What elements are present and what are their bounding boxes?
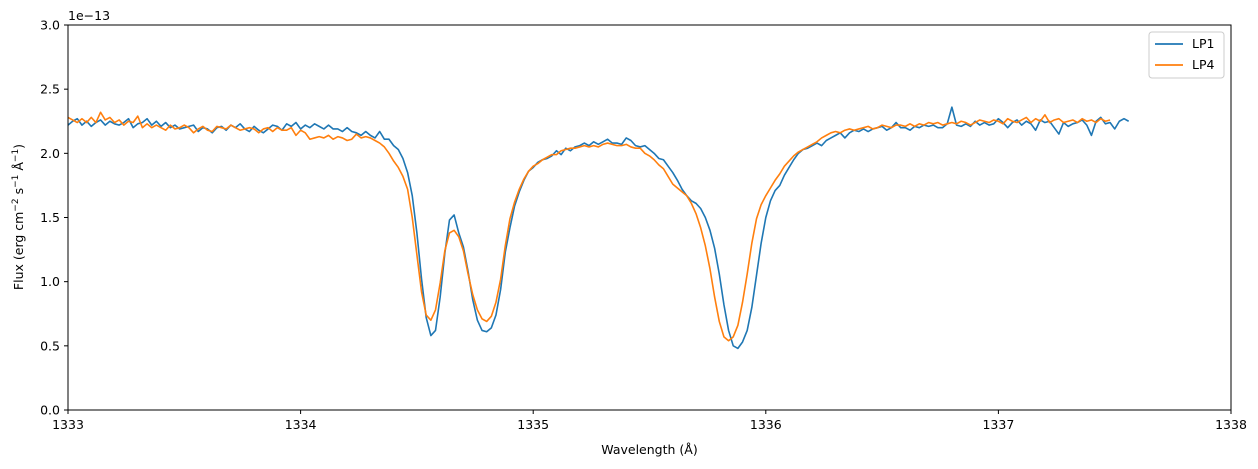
x-axis-label: Wavelength (Å) (601, 442, 697, 457)
y-tick-label: 0.0 (40, 403, 60, 418)
y-tick-label: 0.5 (40, 338, 60, 353)
series-layer (67, 106, 1130, 350)
x-tick-label: 1335 (517, 417, 549, 432)
y-axis-label: Flux (erg cm−2 s−1 Å−1) (11, 144, 26, 290)
x-tick-label: 1334 (285, 417, 317, 432)
y-tick-label: 2.0 (40, 146, 60, 161)
y-tick-label: 2.5 (40, 82, 60, 97)
y-offset-text: 1e−13 (68, 8, 110, 23)
x-tick-label: 1333 (52, 417, 84, 432)
legend-label-lp1: LP1 (1192, 36, 1214, 51)
y-label-mid2: Å (11, 162, 26, 175)
x-tick-label: 1338 (1215, 417, 1247, 432)
y-label-exp3: −1 (11, 149, 21, 162)
y-label-exp1: −2 (11, 198, 21, 211)
y-tick-label: 1.5 (40, 210, 60, 225)
y-axis-ticks: 0.0 0.5 1.0 1.5 2.0 2.5 3.0 (40, 18, 68, 418)
x-tick-label: 1336 (750, 417, 782, 432)
y-label-mid1: s (11, 188, 26, 199)
y-tick-label: 1.0 (40, 274, 60, 289)
y-label-suffix: ) (11, 144, 26, 149)
legend: LP1 LP4 (1148, 31, 1225, 79)
series-line-lp4 (67, 111, 1111, 342)
x-tick-label: 1337 (982, 417, 1014, 432)
y-tick-label: 3.0 (40, 18, 60, 33)
y-label-exp2: −1 (11, 175, 21, 188)
x-axis-ticks: 1333 1334 1335 1336 1337 1338 (52, 410, 1247, 432)
y-label-prefix: Flux (erg cm (11, 212, 26, 290)
legend-label-lp4: LP4 (1192, 57, 1215, 72)
